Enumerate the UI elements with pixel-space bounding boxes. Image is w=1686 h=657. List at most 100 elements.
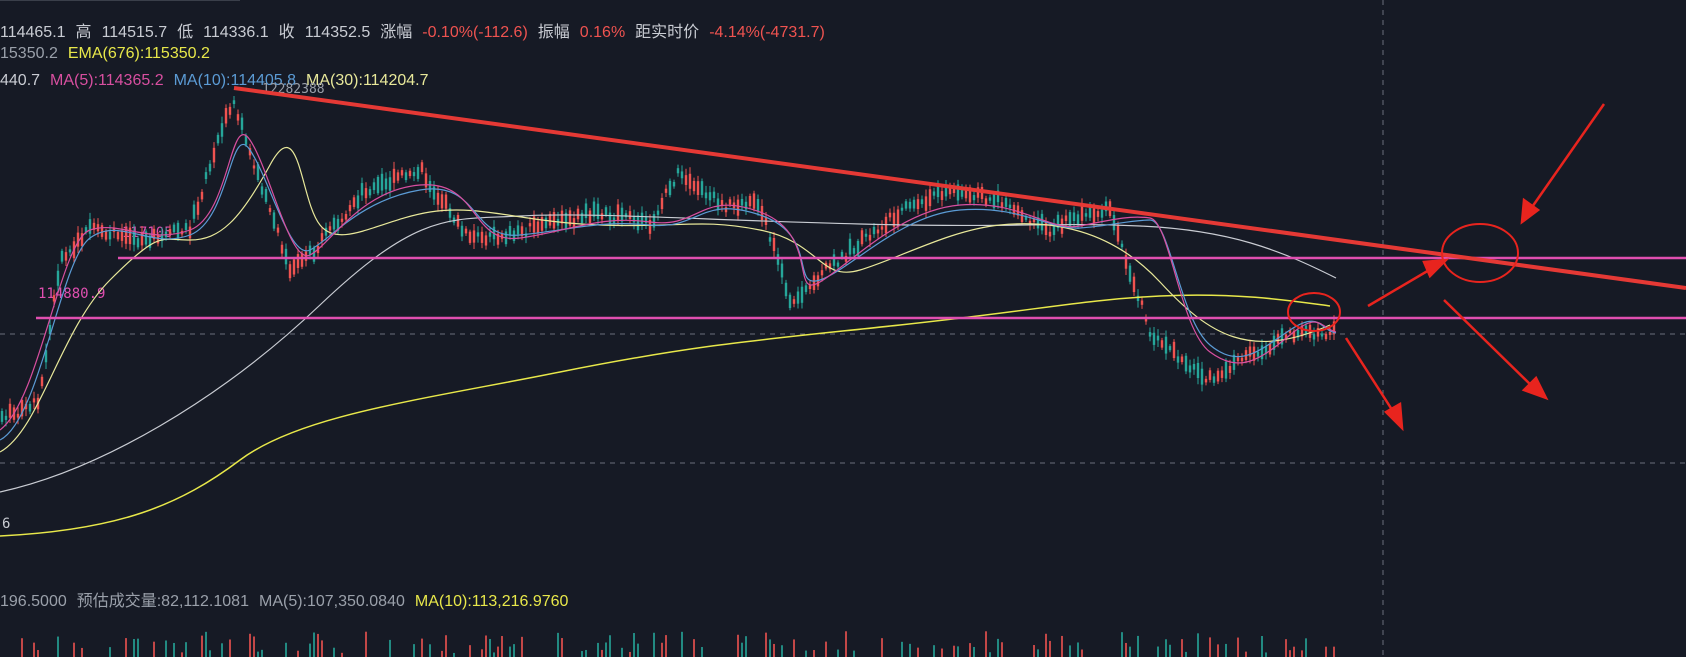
volume-bar xyxy=(1121,632,1123,657)
candle-body xyxy=(436,192,440,205)
volume-bar xyxy=(389,639,391,657)
candle-body xyxy=(1260,345,1264,360)
candle-body xyxy=(352,197,356,207)
candle-body xyxy=(616,204,620,221)
candle-body xyxy=(104,230,108,240)
candle-body xyxy=(1052,224,1056,235)
candle-body xyxy=(1300,325,1304,337)
candle-body xyxy=(284,248,288,265)
candle-body xyxy=(56,270,60,286)
candle-body xyxy=(80,233,84,247)
volume-bar xyxy=(421,638,423,657)
candle-body xyxy=(908,201,912,209)
candle-body xyxy=(184,223,188,230)
volume-bar xyxy=(1289,650,1291,657)
candle-body xyxy=(516,225,520,235)
candle-body xyxy=(200,191,204,200)
volume-bar xyxy=(1225,643,1227,657)
candle-body xyxy=(620,207,624,222)
volume-bar xyxy=(413,644,415,657)
volume-bar xyxy=(1197,633,1199,657)
volume-bar xyxy=(137,638,139,657)
candle-body xyxy=(1324,333,1328,340)
candle-body xyxy=(216,134,220,144)
volume-bar xyxy=(1081,649,1083,657)
volume-bar xyxy=(837,649,839,657)
open-value: 114465.1 xyxy=(0,24,66,41)
volume-bar xyxy=(605,642,607,657)
candle-body xyxy=(1072,212,1076,222)
candle-body xyxy=(948,187,952,195)
candle-body xyxy=(644,216,648,224)
candle-body xyxy=(320,233,324,242)
candle-body xyxy=(1088,205,1092,218)
candle-body xyxy=(960,186,964,197)
candle-body xyxy=(496,233,500,245)
candle-body xyxy=(972,195,976,201)
volume-bar xyxy=(773,643,775,657)
volume-bar xyxy=(653,632,655,657)
candle-body xyxy=(1228,365,1232,373)
candle-body xyxy=(792,299,796,304)
volume-bar xyxy=(1129,646,1131,657)
volume-bar xyxy=(1237,637,1239,657)
candle-body xyxy=(340,218,344,222)
candle-body xyxy=(848,238,852,255)
candle-body xyxy=(368,189,372,196)
candle-body xyxy=(1312,334,1316,340)
candle-body xyxy=(0,411,4,422)
volume-bar xyxy=(933,645,935,657)
candle-body xyxy=(460,225,464,237)
volume-bar xyxy=(249,633,251,657)
candle-body xyxy=(708,192,712,201)
candle-body xyxy=(256,164,260,180)
candle-body xyxy=(1156,335,1160,341)
candle-body xyxy=(868,234,872,241)
candle-body xyxy=(860,230,864,245)
volume-bar xyxy=(917,647,919,657)
volume-bar xyxy=(1049,640,1051,657)
volume-bar xyxy=(261,649,263,657)
candle-body xyxy=(48,324,52,335)
volume-est-value: 预估成交量:82,112.1081 xyxy=(76,593,249,610)
volume-bar xyxy=(509,646,511,657)
candle-body xyxy=(1080,205,1084,221)
candle-body xyxy=(876,229,880,234)
volume-bar xyxy=(21,638,23,657)
candle-body xyxy=(1220,370,1224,378)
volume-bar xyxy=(825,641,827,657)
ma30-value: MA(30):114204.7 xyxy=(306,72,429,89)
volume-bar xyxy=(321,640,323,657)
volume-bar xyxy=(745,636,747,657)
candle-body xyxy=(1040,213,1044,231)
candle-body xyxy=(260,186,264,195)
candle-body xyxy=(188,226,192,239)
candle-body xyxy=(780,263,784,278)
candle-body xyxy=(332,217,336,230)
volume-bars xyxy=(21,631,1335,657)
intersection-circle xyxy=(1441,223,1519,283)
candle-body xyxy=(132,230,136,245)
candle-body xyxy=(60,250,64,262)
volume-bar xyxy=(1265,652,1267,657)
volume-bar xyxy=(1045,633,1047,657)
candle-body xyxy=(588,210,592,224)
candle-body xyxy=(880,226,884,230)
volume-bar xyxy=(941,648,943,657)
candle-body xyxy=(852,248,856,254)
candle-body xyxy=(664,188,668,193)
candle-body xyxy=(544,217,548,229)
volume-bar xyxy=(665,635,667,657)
candle-body xyxy=(148,235,152,248)
candle-body xyxy=(1144,317,1148,322)
candle-body xyxy=(1332,321,1336,334)
candle-body xyxy=(64,252,68,261)
candle-body xyxy=(1008,204,1012,209)
candle-body xyxy=(1316,327,1320,337)
candle-body xyxy=(1016,205,1020,216)
candle-body xyxy=(464,228,468,234)
arrowhead-4 xyxy=(1383,401,1404,432)
candle-body xyxy=(1032,218,1036,223)
candle-body xyxy=(1264,346,1268,354)
